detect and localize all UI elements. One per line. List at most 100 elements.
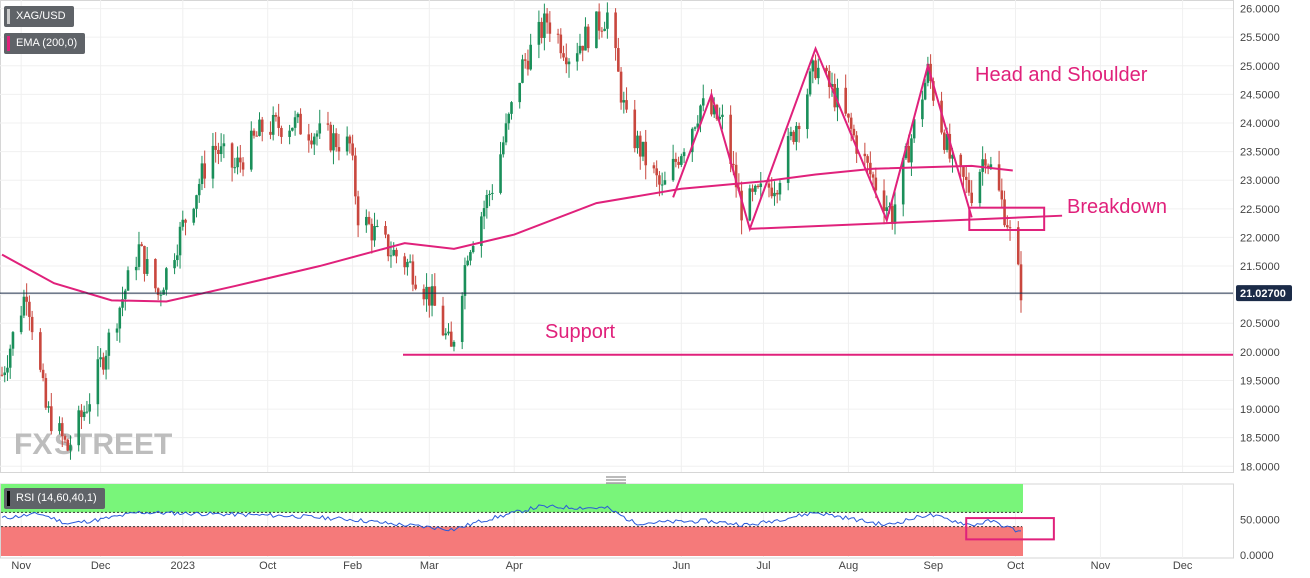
watermark-fx: FX bbox=[14, 428, 52, 461]
price-tick-label: 25.0000 bbox=[1240, 61, 1280, 73]
ema-badge[interactable]: EMA (200,0) bbox=[4, 33, 86, 54]
candle-body bbox=[370, 223, 374, 241]
candle-body bbox=[504, 123, 508, 143]
last-price-tag: 21.02700 bbox=[1236, 285, 1292, 302]
candle-body bbox=[806, 94, 809, 130]
price-tick-label: 19.0000 bbox=[1240, 404, 1280, 416]
rsi-badge[interactable]: RSI (14,60,40,1) bbox=[4, 488, 105, 509]
candle-body bbox=[107, 332, 111, 356]
candle-body bbox=[143, 245, 146, 274]
candle-body bbox=[748, 188, 752, 221]
candle-body bbox=[710, 98, 713, 115]
candle-body bbox=[696, 123, 700, 128]
candle-body bbox=[291, 127, 294, 131]
candle-body bbox=[408, 261, 412, 263]
candle-body bbox=[773, 192, 776, 197]
candle-body bbox=[173, 260, 176, 269]
candle-body bbox=[682, 152, 686, 157]
candle-body bbox=[351, 143, 354, 156]
candle-body bbox=[293, 117, 297, 128]
ema-line bbox=[1, 164, 1013, 303]
candle-body bbox=[348, 136, 352, 144]
candle-body bbox=[625, 100, 628, 110]
candle-body bbox=[25, 296, 28, 302]
candle-body bbox=[603, 28, 606, 31]
price-tick-label: 18.0000 bbox=[1240, 461, 1280, 473]
candle-body bbox=[460, 295, 464, 342]
candle-body bbox=[658, 175, 661, 185]
candle-body bbox=[775, 192, 779, 195]
candle-body bbox=[874, 177, 878, 191]
candle-body bbox=[469, 252, 472, 261]
candle-body bbox=[60, 423, 64, 437]
candle-body bbox=[871, 174, 875, 178]
rsi-tick-label: 0.0000 bbox=[1240, 550, 1274, 562]
candle-body bbox=[521, 59, 524, 83]
candle-body bbox=[8, 348, 12, 368]
candle-body bbox=[104, 355, 108, 370]
candle-body bbox=[680, 156, 683, 165]
candle-body bbox=[463, 265, 467, 296]
candle-body bbox=[318, 123, 322, 134]
time-tick-label: Nov bbox=[1091, 560, 1111, 572]
watermark-street: STREET bbox=[54, 428, 172, 461]
candle-body bbox=[66, 439, 70, 451]
candle-body bbox=[759, 183, 763, 188]
candle-body bbox=[581, 45, 585, 51]
candle-body bbox=[392, 249, 396, 256]
time-tick-label: Mar bbox=[420, 560, 439, 572]
candle-body bbox=[562, 53, 565, 58]
candle-body bbox=[852, 128, 856, 136]
candle-body bbox=[984, 159, 987, 166]
ema-color-swatch bbox=[7, 36, 10, 51]
symbol-badge[interactable]: XAG/USD bbox=[4, 6, 74, 27]
symbol-color-swatch bbox=[7, 9, 10, 24]
candle-body bbox=[866, 156, 869, 163]
pattern-overlay bbox=[0, 45, 1233, 356]
candle-body bbox=[981, 159, 984, 172]
candle-body bbox=[510, 102, 513, 114]
candle-body bbox=[260, 119, 264, 132]
candle-body bbox=[102, 357, 105, 370]
last-price-box bbox=[1236, 285, 1292, 302]
candle-body bbox=[219, 146, 223, 155]
candle-body bbox=[19, 315, 23, 333]
candle-body bbox=[269, 131, 272, 135]
time-tick-label: Jun bbox=[672, 560, 690, 572]
candle-body bbox=[677, 161, 680, 165]
candle-body bbox=[586, 26, 590, 49]
candle-body bbox=[395, 249, 398, 257]
candle-body bbox=[595, 11, 598, 49]
candle-body bbox=[693, 127, 697, 129]
candle-body bbox=[964, 176, 968, 180]
candle-body bbox=[192, 208, 196, 223]
candle-body bbox=[578, 45, 582, 54]
candle-body bbox=[792, 131, 795, 142]
candle-body bbox=[6, 367, 9, 373]
candle-body bbox=[499, 154, 502, 193]
candle-body bbox=[386, 234, 390, 257]
candle-body bbox=[893, 204, 897, 224]
time-tick-label: Oct bbox=[259, 560, 276, 572]
annotation-support: Support bbox=[545, 321, 615, 343]
candle-body bbox=[633, 109, 637, 149]
candle-body bbox=[39, 332, 42, 370]
candle-body bbox=[433, 286, 437, 306]
candle-body bbox=[507, 113, 511, 124]
candle-body bbox=[825, 67, 828, 71]
candle-body bbox=[82, 411, 86, 418]
candle-body bbox=[882, 190, 886, 211]
pane-splitter[interactable] bbox=[606, 476, 626, 484]
rsi-oversold-zone bbox=[1, 526, 1023, 556]
candle-body bbox=[178, 226, 182, 256]
candle-body bbox=[789, 131, 793, 137]
candle-body bbox=[471, 245, 475, 253]
candle-body bbox=[529, 44, 532, 70]
rsi-line bbox=[1, 504, 1055, 541]
rsi-label: RSI (14,60,40,1) bbox=[16, 492, 97, 504]
candle-body bbox=[403, 256, 406, 268]
candle-body bbox=[721, 114, 724, 117]
candle-body bbox=[315, 133, 319, 137]
candle-body bbox=[0, 374, 4, 376]
candle-body bbox=[699, 105, 702, 124]
